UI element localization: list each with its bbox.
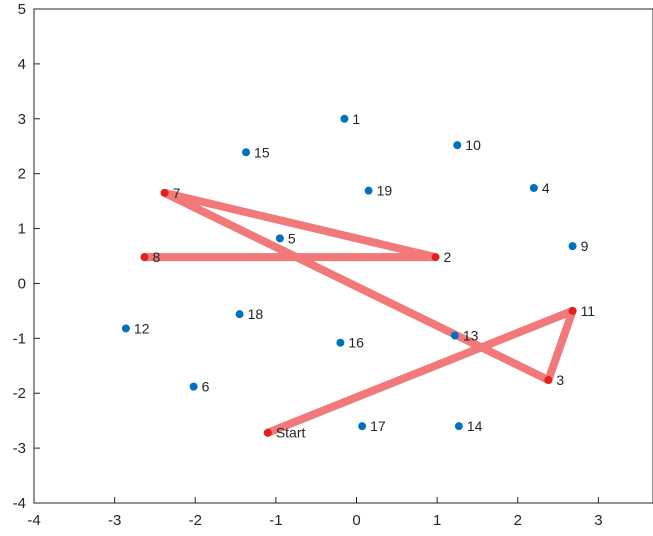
x-tick-label: 0	[352, 512, 360, 529]
data-point	[568, 242, 577, 251]
point-label: 17	[370, 418, 386, 434]
x-tick-label: -2	[189, 512, 202, 529]
x-tick-label: 1	[433, 512, 441, 529]
data-point	[544, 376, 553, 385]
y-tick-label: 1	[18, 221, 26, 238]
data-point	[340, 114, 349, 123]
point-label: Start	[276, 425, 306, 441]
data-point	[189, 382, 198, 391]
y-tick-label: -4	[13, 495, 26, 512]
point-label: 1	[352, 111, 360, 127]
point-label: 3	[556, 372, 564, 388]
data-points	[121, 114, 577, 437]
point-label: 7	[173, 185, 181, 201]
data-point	[358, 422, 367, 431]
data-point	[275, 234, 284, 243]
data-point	[235, 310, 244, 319]
point-label: 12	[134, 320, 150, 336]
point-label: 18	[248, 306, 264, 322]
point-label: 11	[581, 303, 596, 319]
data-point	[431, 253, 440, 262]
data-point	[336, 338, 345, 347]
tour-path	[140, 188, 577, 437]
data-point	[454, 422, 463, 431]
data-point	[263, 428, 272, 437]
x-tick-label: -3	[108, 512, 121, 529]
x-tick-label: -4	[27, 512, 40, 529]
point-label: 5	[288, 230, 296, 246]
point-label: 8	[152, 249, 160, 265]
data-point	[529, 183, 538, 192]
point-label: 6	[202, 379, 210, 395]
y-tick-label: 5	[18, 1, 26, 18]
data-point	[140, 253, 149, 262]
point-label: 2	[444, 249, 452, 265]
data-point	[160, 188, 169, 197]
axis-ticks: -4-3-2-101234543210-1-2-3-4	[13, 1, 603, 529]
point-label: 15	[254, 144, 270, 160]
data-point	[568, 306, 577, 315]
y-tick-label: 4	[18, 56, 26, 73]
point-label: 4	[542, 180, 550, 196]
y-tick-label: -2	[13, 385, 26, 402]
x-tick-label: -1	[269, 512, 282, 529]
y-tick-label: -3	[13, 440, 26, 457]
x-tick-label: 3	[594, 512, 602, 529]
y-tick-label: 0	[18, 275, 26, 292]
data-point	[450, 331, 459, 340]
point-label: 10	[465, 137, 481, 153]
x-tick-label: 2	[514, 512, 522, 529]
y-tick-label: -1	[13, 330, 26, 347]
data-point	[121, 324, 130, 333]
point-label: 19	[377, 183, 393, 199]
y-tick-label: 2	[18, 166, 26, 183]
data-point	[364, 186, 373, 195]
data-point	[453, 141, 462, 150]
point-label: 16	[348, 335, 364, 351]
point-label: 9	[581, 238, 589, 254]
point-label: 14	[467, 418, 483, 434]
point-label: 13	[463, 328, 479, 344]
y-tick-label: 3	[18, 111, 26, 128]
data-point	[242, 148, 251, 157]
path-line	[140, 188, 577, 437]
